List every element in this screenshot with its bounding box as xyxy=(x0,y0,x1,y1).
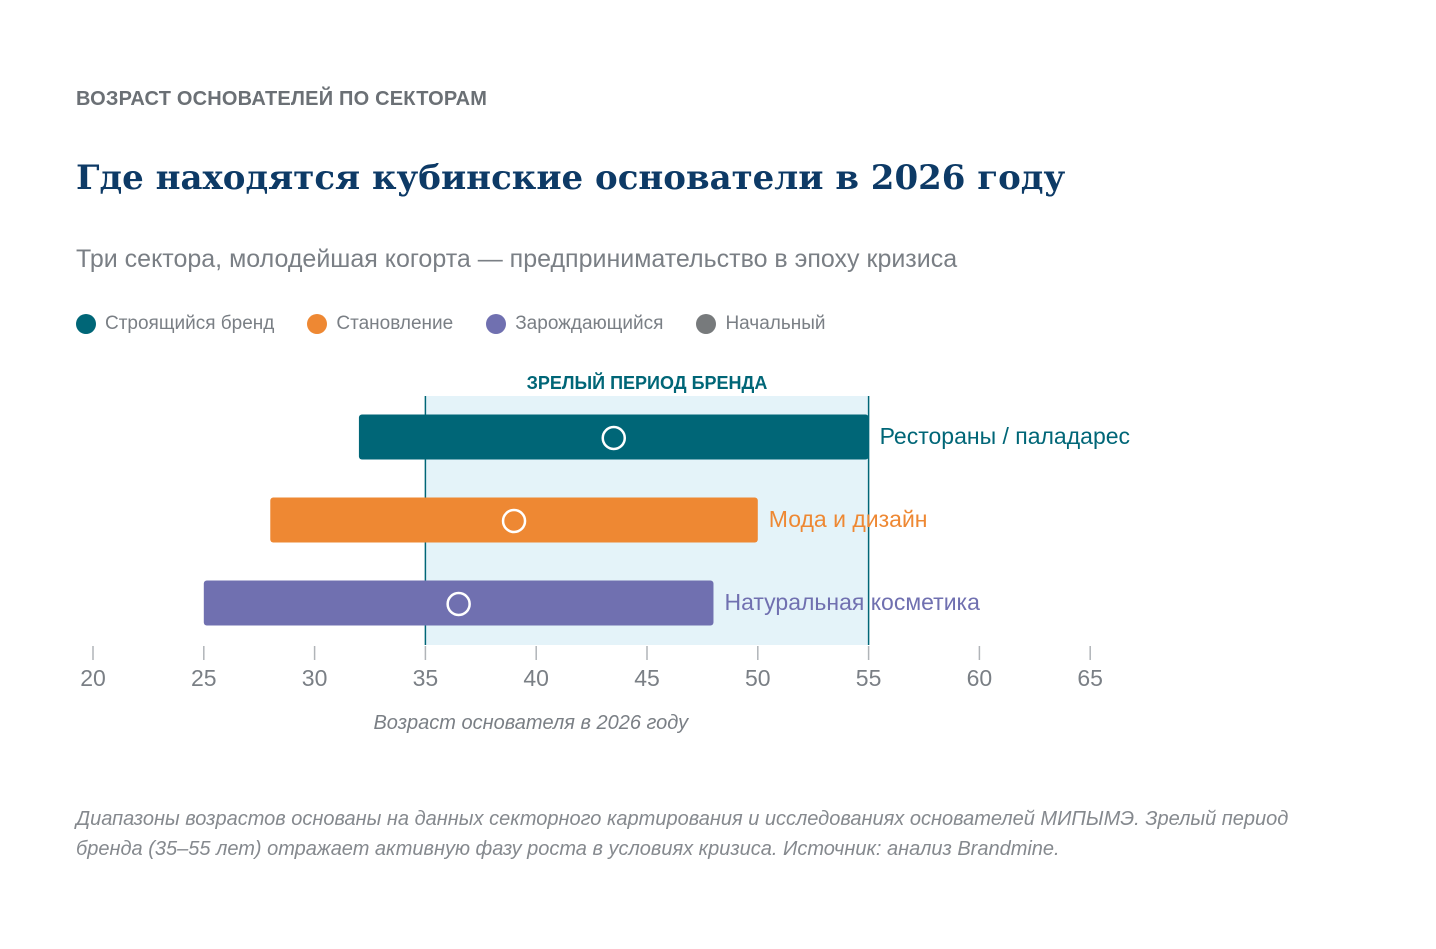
legend: Строящийся бренд Становление Зарождающий… xyxy=(76,313,859,335)
mature-band-label: ЗРЕЛЫЙ ПЕРИОД БРЕНДА xyxy=(527,372,768,393)
legend-dot-initial xyxy=(696,314,717,334)
legend-dot-emerging xyxy=(486,314,507,334)
footnote: Диапазоны возрастов основаны на данных с… xyxy=(76,808,1289,860)
x-tick-label-35: 35 xyxy=(413,665,439,691)
x-tick-label-65: 65 xyxy=(1077,665,1103,691)
series-1-range-bar xyxy=(358,414,869,460)
x-tick-label-50: 50 xyxy=(745,665,771,691)
x-tick-label-45: 45 xyxy=(634,665,660,691)
series-2-range-bar xyxy=(270,497,758,543)
series-1-label: Рестораны / паладарес xyxy=(880,423,1130,449)
series-2-median-marker xyxy=(501,508,527,534)
legend-label-emerging: Зарождающийся xyxy=(515,313,664,334)
series-2-label: Мода и дизайн xyxy=(769,506,928,532)
x-tick-label-30: 30 xyxy=(302,665,328,691)
legend-dot-building xyxy=(76,314,96,334)
range-chart: ЗРЕЛЫЙ ПЕРИОД БРЕНДА Рестораны / паладаре… xyxy=(80,372,1130,734)
legend-label-initial: Начальный xyxy=(725,313,826,334)
series-3-label: Натуральная косметика xyxy=(724,589,980,615)
legend-item-initial: Начальный xyxy=(696,313,826,335)
legend-label-building: Строящийся бренд xyxy=(105,313,275,334)
series-3-range-bar xyxy=(203,580,714,626)
x-tick-label-25: 25 xyxy=(191,665,217,691)
chart-subtitle: Три сектора, молодейшая когорта — предпр… xyxy=(76,245,958,273)
series-3-median-marker xyxy=(446,591,471,617)
legend-item-forming: Становление xyxy=(307,313,453,335)
series-1-median-marker xyxy=(601,425,627,451)
x-tick-label-55: 55 xyxy=(856,665,882,691)
x-axis-title: Возраст основателя в 2026 году xyxy=(373,712,689,734)
legend-item-emerging: Зарождающийся xyxy=(486,313,663,335)
legend-label-forming: Становление xyxy=(336,313,454,334)
x-tick-label-40: 40 xyxy=(523,665,549,691)
chart-kicker: ВОЗРАСТ ОСНОВАТЕЛЕЙ ПО СЕКТОРАМ xyxy=(76,88,488,110)
chart-title: Где находятся кубинские основатели в 202… xyxy=(76,158,1066,198)
x-tick-label-20: 20 xyxy=(80,665,106,691)
x-tick-label-60: 60 xyxy=(967,665,993,691)
legend-dot-forming xyxy=(307,314,328,334)
legend-item-building: Строящийся бренд xyxy=(76,313,274,335)
